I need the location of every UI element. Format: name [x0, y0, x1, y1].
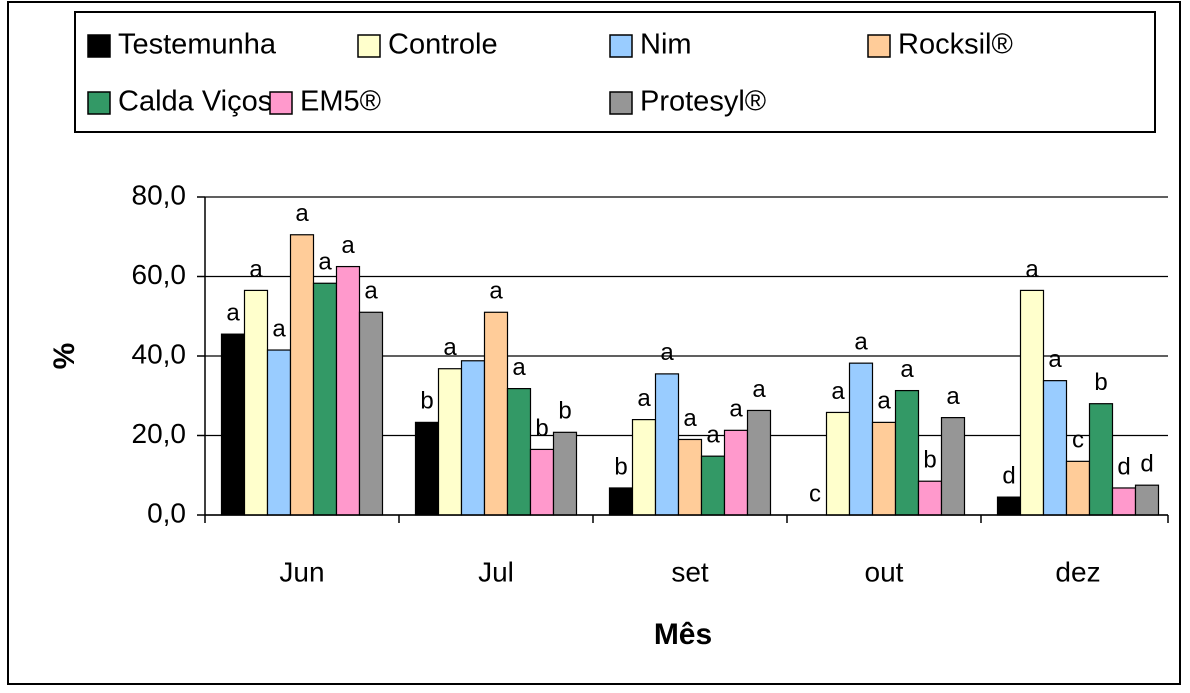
- significance-label: b: [614, 453, 627, 480]
- significance-label: a: [489, 278, 503, 305]
- significance-label: b: [1094, 369, 1107, 396]
- significance-label: a: [729, 396, 743, 423]
- significance-label: a: [1048, 346, 1062, 373]
- significance-label: a: [683, 405, 697, 432]
- y-tick-label: 80,0: [132, 179, 187, 210]
- legend-label: Protesyl®: [640, 86, 766, 118]
- legend-swatch: [269, 91, 293, 115]
- bar: [289, 234, 315, 516]
- y-axis-label: %: [48, 343, 81, 370]
- bar: [335, 265, 361, 516]
- significance-label: d: [1002, 462, 1015, 489]
- bar: [312, 282, 338, 516]
- bar: [220, 333, 246, 516]
- bar: [1134, 484, 1160, 516]
- legend-label: EM5®: [300, 86, 381, 118]
- bar: [746, 409, 772, 516]
- legend-swatch: [609, 91, 633, 115]
- significance-label: a: [341, 232, 355, 259]
- legend-label: Rocksil®: [898, 29, 1013, 61]
- bar: [529, 448, 555, 516]
- x-tick-label: Jul: [478, 556, 514, 587]
- significance-label: a: [249, 256, 263, 283]
- bar: [552, 431, 578, 516]
- legend-label: Testemunha: [118, 29, 277, 61]
- bar: [608, 487, 634, 516]
- significance-label: a: [318, 249, 332, 276]
- bar: [825, 411, 851, 516]
- bar: [848, 362, 874, 516]
- bar: [358, 311, 384, 516]
- significance-label: a: [295, 200, 309, 227]
- significance-label: b: [535, 415, 548, 442]
- bar: [483, 311, 509, 516]
- bar: [506, 387, 532, 516]
- bar: [894, 389, 920, 516]
- significance-label: a: [660, 339, 674, 366]
- x-tick-label: out: [865, 556, 904, 587]
- legend-label: Calda Viçosa: [118, 86, 289, 118]
- bar: [917, 480, 943, 516]
- bar: [460, 360, 486, 516]
- legend-swatch: [357, 34, 381, 58]
- y-tick-label: 40,0: [132, 338, 187, 369]
- legend-swatch: [87, 34, 111, 58]
- bar: [677, 438, 703, 516]
- legend-label: Controle: [388, 29, 498, 61]
- bar: [414, 421, 440, 516]
- x-tick-label: Jun: [279, 556, 324, 587]
- x-tick-label: dez: [1055, 556, 1100, 587]
- bar: [871, 421, 897, 516]
- bar: [266, 349, 292, 516]
- significance-label: a: [512, 354, 526, 381]
- significance-label: a: [272, 315, 286, 342]
- significance-label: a: [1025, 256, 1039, 283]
- bar: [1065, 460, 1091, 516]
- significance-label: a: [443, 334, 457, 361]
- legend-swatch: [87, 91, 111, 115]
- x-tick-label: set: [671, 556, 709, 587]
- legend-swatch: [609, 34, 633, 58]
- significance-label: c: [1072, 427, 1084, 454]
- significance-label: d: [1117, 453, 1130, 480]
- y-tick-label: 0,0: [147, 497, 186, 528]
- bar: [1088, 403, 1114, 516]
- significance-label: a: [637, 385, 651, 412]
- significance-label: b: [923, 447, 936, 474]
- legend-label: Nim: [640, 29, 692, 61]
- significance-label: a: [364, 278, 378, 305]
- significance-label: a: [831, 378, 845, 405]
- significance-label: a: [900, 356, 914, 383]
- significance-label: a: [877, 388, 891, 415]
- significance-label: a: [706, 422, 720, 449]
- significance-label: a: [752, 376, 766, 403]
- legend-swatch: [867, 34, 891, 58]
- bar: [1019, 289, 1045, 516]
- y-tick-label: 20,0: [132, 418, 187, 449]
- bar: [1042, 380, 1068, 516]
- bar: [700, 455, 726, 516]
- significance-label: c: [809, 480, 821, 507]
- bar: [631, 419, 657, 516]
- y-tick-label: 60,0: [132, 259, 187, 290]
- bar: [723, 429, 749, 516]
- bar: [1111, 487, 1137, 516]
- bar: [996, 496, 1022, 516]
- significance-label: d: [1140, 451, 1153, 478]
- bar: [437, 368, 463, 516]
- significance-label: b: [558, 398, 571, 425]
- significance-label: a: [946, 383, 960, 410]
- significance-label: a: [226, 299, 240, 326]
- bar: [243, 289, 269, 516]
- significance-label: a: [854, 328, 868, 355]
- bar: [940, 417, 966, 516]
- significance-label: b: [420, 388, 433, 415]
- x-axis-label: Mês: [654, 618, 712, 651]
- bar: [654, 373, 680, 516]
